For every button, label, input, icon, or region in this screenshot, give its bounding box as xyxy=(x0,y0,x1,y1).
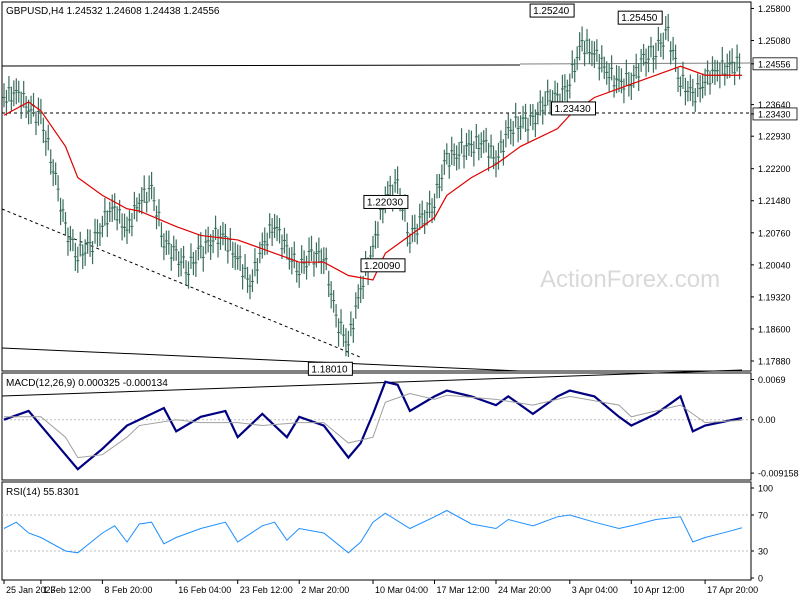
watermark-text: ActionForex.com xyxy=(540,266,720,293)
macd-panel-frame xyxy=(1,372,752,481)
macd-y-axis: 0.0069 0.00 -0.009158 xyxy=(751,375,799,479)
x-tick-label: 24 Mar 20:00 xyxy=(498,585,551,595)
y-tick-label: 1.20040 xyxy=(758,260,791,270)
y-tick-label: 1.24556 xyxy=(758,59,791,69)
annotation-box xyxy=(617,10,663,25)
annotation-label: 1.18010 xyxy=(311,364,348,375)
rsi-panel-frame xyxy=(1,481,752,581)
macd-line xyxy=(3,380,743,471)
annotation-label: 1.25450 xyxy=(621,13,658,24)
rsi-tick-label: 30 xyxy=(758,547,768,557)
moving-average-line xyxy=(3,65,742,281)
y-tick-label: 1.17880 xyxy=(758,356,791,366)
annotation-label: 1.23430 xyxy=(555,104,592,115)
annotation-box xyxy=(551,101,596,116)
current-price-line xyxy=(519,62,752,65)
x-tick-label: 17 Mar 12:00 xyxy=(437,585,490,595)
rsi-series-layer xyxy=(2,509,751,554)
y-tick-label: 1.25800 xyxy=(758,4,791,14)
x-tick-label: 16 Feb 04:00 xyxy=(178,585,231,595)
x-tick-label: 3 Apr 04:00 xyxy=(572,585,618,595)
rsi-tick-label: 70 xyxy=(758,511,768,521)
macd-tick-label: -0.009158 xyxy=(758,469,799,479)
support-trendline xyxy=(1,347,521,372)
annotation-label: 1.20090 xyxy=(364,261,401,272)
macd-panel-title: MACD(12,26,9) 0.000325 -0.000134 xyxy=(6,378,168,389)
price-series-layer xyxy=(2,13,742,358)
y-tick-label: 1.18600 xyxy=(758,324,791,334)
annotation-box xyxy=(307,361,353,376)
y-tick-label: 1.21480 xyxy=(758,196,791,206)
rsi-y-axis: 100 70 30 0 xyxy=(751,484,773,584)
price-panel-frame xyxy=(1,1,752,372)
y-tick-label: 1.23640 xyxy=(758,100,791,110)
x-tick-label: 2 Mar 20:00 xyxy=(301,585,349,595)
price-panel-title: GBPUSD,H4 1.24532 1.24608 1.24438 1.2455… xyxy=(6,6,220,17)
dashed-channel-line xyxy=(1,208,361,358)
annotation-label: 1.25240 xyxy=(533,6,570,17)
x-tick-label: 25 Jan 2023 xyxy=(6,585,56,595)
macd-tick-label: 0.0069 xyxy=(758,375,786,385)
macd-signal-line xyxy=(4,392,743,459)
resistance-line xyxy=(1,64,521,67)
rsi-panel-title: RSI(14) 55.8301 xyxy=(6,487,80,498)
annotation-box xyxy=(529,3,575,18)
y-tick-label: 1.22200 xyxy=(758,164,791,174)
y-tick-label: 1.22930 xyxy=(758,132,791,142)
annotation-box xyxy=(363,194,409,209)
x-tick-label: 10 Mar 04:00 xyxy=(375,585,428,595)
annotation-label: 1.22030 xyxy=(367,197,404,208)
annotation-box xyxy=(360,258,406,273)
trendlines-layer xyxy=(1,62,752,397)
x-tick-label: 10 Apr 12:00 xyxy=(633,585,684,595)
y-tick-label: 1.23430 xyxy=(758,109,791,119)
x-tick-label: 23 Feb 12:00 xyxy=(240,585,293,595)
y-tick-label: 1.25080 xyxy=(758,36,791,46)
y-tick-label: 1.19320 xyxy=(758,292,791,302)
rsi-tick-label: 100 xyxy=(758,484,773,494)
macd-series-layer xyxy=(2,380,751,471)
macd-tick-label: 0.00 xyxy=(758,415,776,425)
x-tick-label: 17 Apr 20:00 xyxy=(707,585,758,595)
moving-average-layer xyxy=(3,65,742,281)
price-annotations-layer: 1.25240 1.25450 1.22030 1.23430 1.20090 1.180… xyxy=(307,3,663,376)
rsi-tick-label: 0 xyxy=(758,574,763,584)
x-tick-label: 1 Feb 12:00 xyxy=(43,585,91,595)
y-tick-label: 1.20760 xyxy=(758,228,791,238)
macd-trendline xyxy=(1,369,743,397)
rsi-line xyxy=(3,509,743,554)
x-tick-label: 8 Feb 20:00 xyxy=(104,585,152,595)
